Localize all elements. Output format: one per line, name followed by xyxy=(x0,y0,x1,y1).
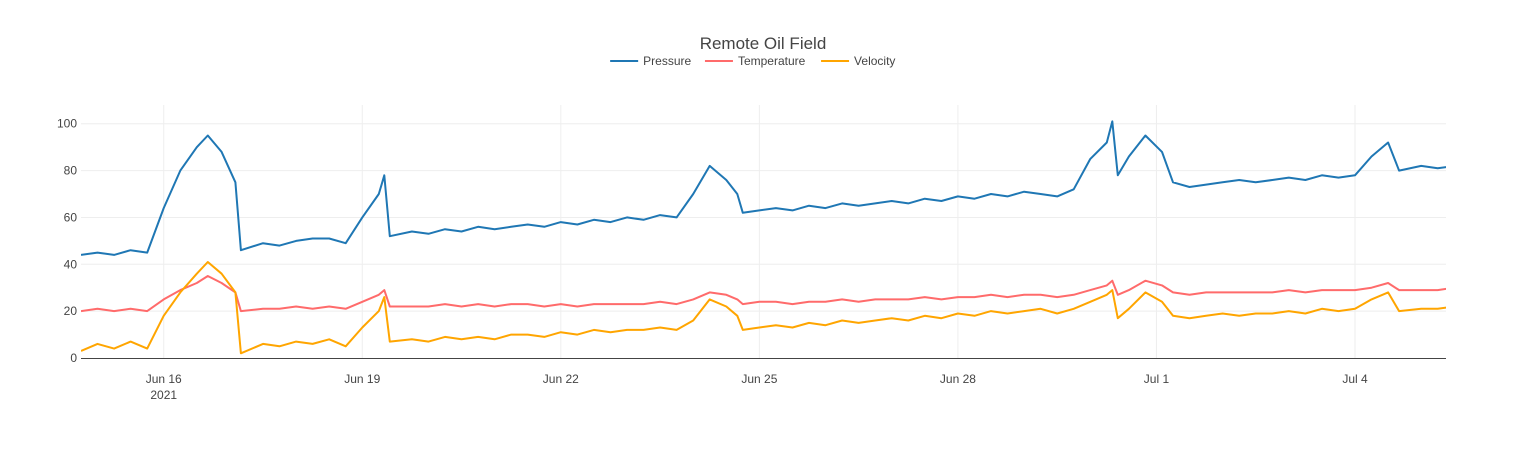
legend-label: Velocity xyxy=(854,54,895,68)
x-tick-label: Jun 16 xyxy=(146,372,182,386)
x-tick-label: Jun 25 xyxy=(741,372,777,386)
legend-label: Temperature xyxy=(738,54,806,68)
axis-layer: 0 20 40 60 80 100 Jun 16 2021 Jun 19 Jun 22 Jun 25… xyxy=(57,117,1446,402)
x-tick-sublabel: 2021 xyxy=(150,388,177,402)
x-tick-label: Jun 28 xyxy=(940,372,976,386)
series-line-pressure[interactable] xyxy=(81,120,1527,256)
y-tick-label: 80 xyxy=(64,164,78,178)
y-tick-label: 20 xyxy=(64,304,78,318)
legend-item-pressure[interactable]: Pressure xyxy=(610,54,691,68)
y-tick-label: 0 xyxy=(70,351,77,365)
x-tick-label: Jun 22 xyxy=(543,372,579,386)
y-tick-label: 60 xyxy=(64,210,78,224)
legend[interactable]: Pressure Temperature Velocity xyxy=(610,54,895,68)
chart-title: Remote Oil Field xyxy=(700,34,827,53)
x-tick-label: Jun 19 xyxy=(344,372,380,386)
x-tick-label: Jul 1 xyxy=(1144,372,1170,386)
legend-item-velocity[interactable]: Velocity xyxy=(821,54,895,68)
series-layer xyxy=(81,120,1527,355)
legend-label: Pressure xyxy=(643,54,691,68)
grid-layer xyxy=(81,105,1446,358)
y-tick-label: 100 xyxy=(57,117,77,131)
series-line-temperature[interactable] xyxy=(81,275,1527,313)
x-tick-label: Jul 4 xyxy=(1342,372,1368,386)
series-line-velocity[interactable] xyxy=(81,261,1527,355)
y-tick-label: 40 xyxy=(64,257,78,271)
legend-item-temperature[interactable]: Temperature xyxy=(704,54,806,68)
